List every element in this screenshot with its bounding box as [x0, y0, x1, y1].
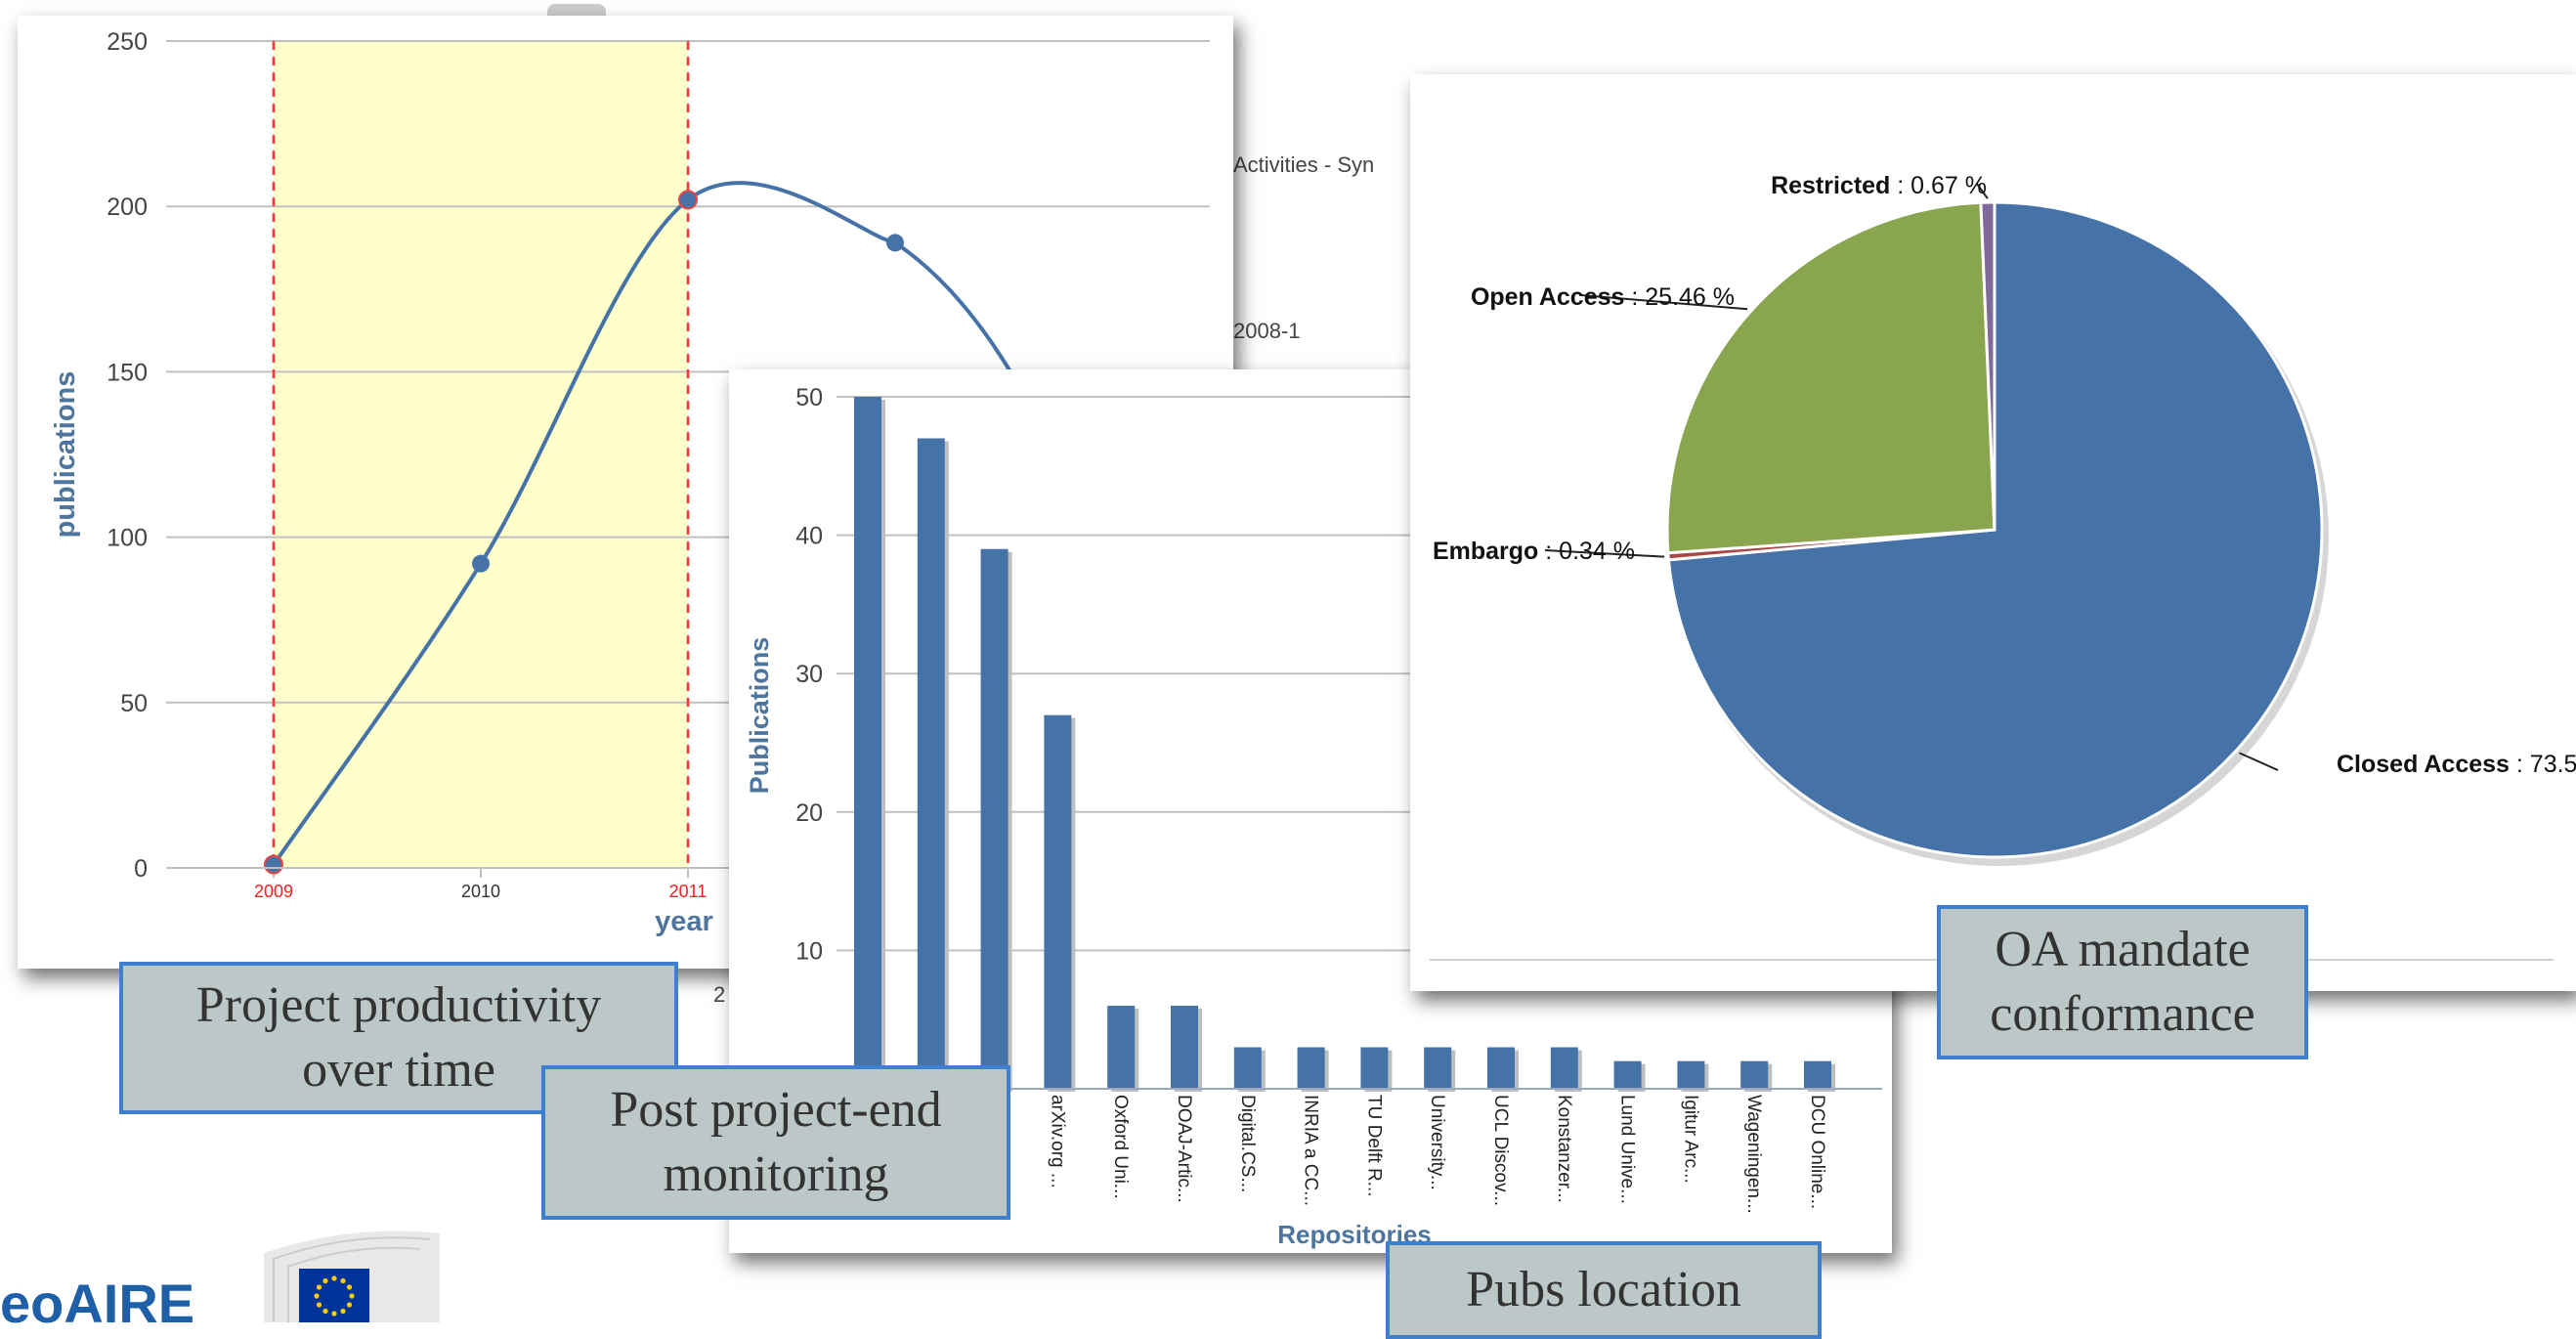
- bar: [1424, 1047, 1452, 1089]
- slice-connector: [1544, 549, 1665, 558]
- x-tick-label: Wageningen...: [1743, 1095, 1764, 1214]
- data-point: [678, 190, 698, 210]
- bar-chart: 1020304050Europe Pub...Europe Pub...Euro…: [745, 384, 1882, 1249]
- slice-label: Open Access : 25.46 %: [1471, 283, 1735, 311]
- x-tick-label: DCU Online...: [1807, 1095, 1827, 1209]
- x-tick-label: UCL Discov...: [1490, 1095, 1511, 1206]
- y-tick-label: 50: [120, 690, 148, 717]
- y-tick-label: 200: [107, 194, 148, 221]
- x-tick-label: Lund Unive...: [1617, 1095, 1638, 1204]
- bar: [1550, 1047, 1578, 1089]
- pie-slice: [1979, 200, 1996, 531]
- x-tick-label: TU Delft R...: [1363, 1095, 1384, 1197]
- x-tick-label: DOAJ-Artic...: [1174, 1095, 1194, 1203]
- bar: [1487, 1047, 1515, 1089]
- y-tick-label: 250: [107, 28, 148, 56]
- x-tick-label: arXiv.org ...: [1047, 1095, 1067, 1188]
- y-tick-label: 50: [795, 384, 823, 411]
- x-tick-label: Konstanzer...: [1554, 1095, 1574, 1203]
- bar: [854, 397, 881, 1089]
- bar: [1740, 1060, 1769, 1089]
- bar: [1171, 1006, 1198, 1089]
- bar: [1804, 1060, 1831, 1089]
- bar: [917, 438, 945, 1090]
- openaire-logo-text: eoAIRE: [0, 1273, 195, 1334]
- x-tick-label: Oxford Uni...: [1110, 1095, 1131, 1199]
- background-stray-text: 2: [713, 982, 726, 1007]
- data-point: [472, 554, 490, 573]
- callout-pubs-location: Pubs location: [1386, 1241, 1822, 1339]
- y-tick-label: 20: [795, 799, 823, 827]
- x-tick-label: 2009: [254, 882, 293, 901]
- bar: [1233, 1047, 1262, 1089]
- y-tick-label: 40: [795, 523, 823, 550]
- x-tick-label: Digital.CS...: [1237, 1095, 1258, 1192]
- pie-slice: [1665, 200, 1996, 555]
- slice-connector: [1976, 183, 1989, 199]
- slice-connector: [2239, 752, 2279, 771]
- slice-label: Embargo : 0.34 %: [1433, 538, 1635, 565]
- callout-oa-mandate-conformance: OA mandate conformance: [1937, 905, 2308, 1059]
- eu-stars-icon: [314, 1275, 355, 1317]
- bar: [1107, 1006, 1136, 1089]
- data-point: [264, 854, 283, 875]
- data-point: [886, 234, 904, 252]
- x-tick-label: University...: [1427, 1095, 1447, 1190]
- x-tick-label: 2011: [669, 882, 708, 901]
- y-axis-title: Publications: [745, 637, 774, 795]
- y-tick-label: 0: [134, 855, 148, 883]
- bar: [980, 548, 1009, 1089]
- bar: [1677, 1060, 1705, 1089]
- bar: [1044, 714, 1072, 1089]
- slice-connector: [1580, 294, 1748, 311]
- x-axis-title: year: [655, 906, 713, 937]
- y-tick-label: 10: [795, 937, 823, 965]
- y-tick-label: 100: [107, 525, 148, 552]
- callout-post-project-monitoring: Post project-end monitoring: [541, 1065, 1010, 1220]
- slice-label: Restricted : 0.67 %: [1771, 172, 1987, 199]
- eu-flag-logo: [235, 1224, 459, 1322]
- y-tick-label: 30: [795, 661, 823, 688]
- y-axis-title: publications: [50, 371, 81, 539]
- openaire-logo: eoAIRE: [0, 1276, 194, 1331]
- y-tick-label: 150: [107, 359, 148, 386]
- background-activities-text: Activities - Syn: [1233, 152, 1375, 177]
- pie-chart: Closed Access : 73.5 Embargo : 0.34 % Open…: [1430, 172, 2576, 961]
- x-tick-label: INRIA a CC...: [1301, 1095, 1321, 1206]
- slice-label: Closed Access : 73.5: [2337, 751, 2576, 778]
- bar: [1297, 1047, 1325, 1089]
- x-tick-label: 2010: [461, 882, 500, 901]
- background-year-code-text: 2008-1: [1233, 319, 1301, 343]
- series-line: [272, 181, 1044, 866]
- pie-chart-panel: Closed Access : 73.5 Embargo : 0.34 % Open…: [1410, 74, 2576, 991]
- bar: [1360, 1047, 1389, 1089]
- bar: [1613, 1060, 1642, 1089]
- highlight-band: [274, 41, 688, 868]
- x-tick-label: Igitur Arc...: [1680, 1095, 1700, 1184]
